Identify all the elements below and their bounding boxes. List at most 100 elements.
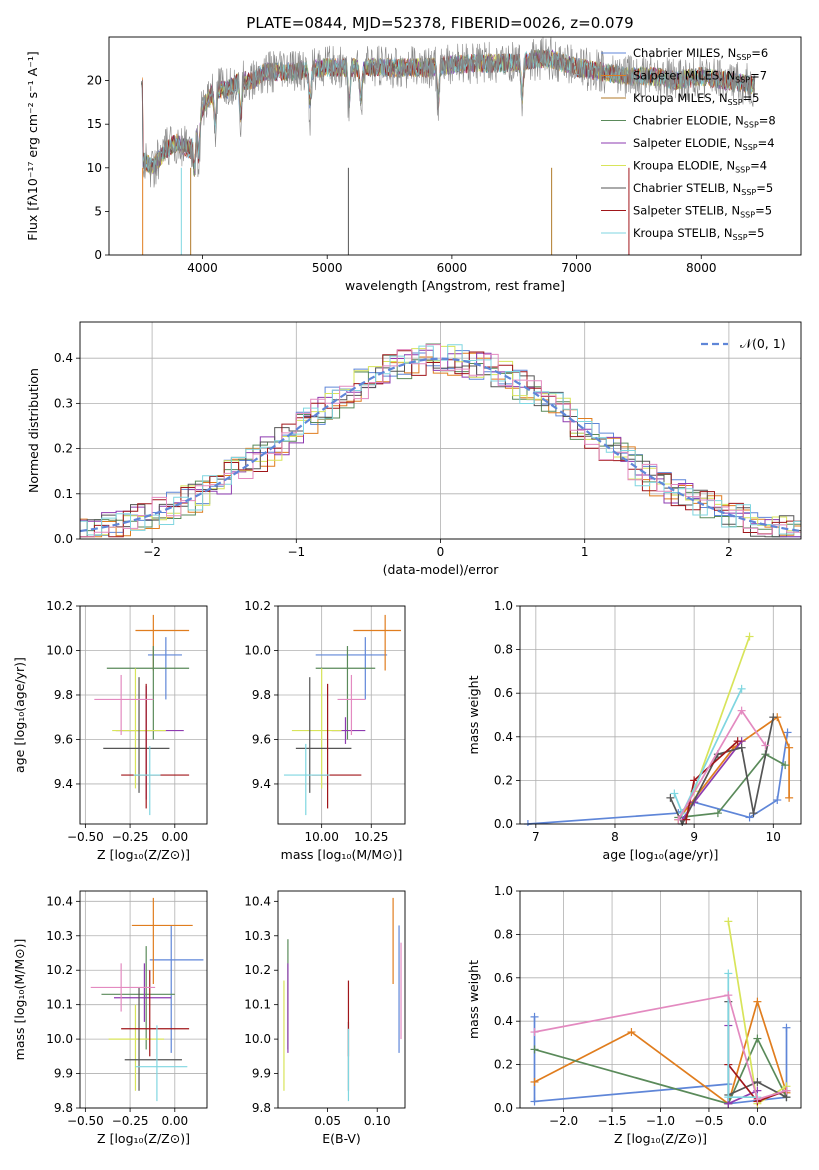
y-tick-label: 9.8 [252,1101,271,1115]
y-tick-label: 10.4 [46,894,73,908]
y-tick-label: 9.9 [252,1067,271,1081]
x-tick-label: 6000 [437,261,468,275]
y-tick-label: 9.8 [252,688,271,702]
axes-mass_vs_EBV: 0.05 0.10 9.8 9.9 10.0 10.1 10.2 10.3 10.4 E(B-V) [244,890,406,1146]
y-tick-label: 9.8 [54,1101,73,1115]
x-tick-label: −0.50 [67,1114,104,1128]
axes-residuals: −2 −1 0 1 2 0.0 0.1 0.2 0.3 0.4 (data-model)/error… [26,321,802,577]
x-tick-label: 0.00 [161,1114,188,1128]
normal-curve [80,357,801,533]
weight-line [678,753,786,819]
x-tick-label: 0 [437,545,445,559]
y-tick-label: 1.0 [494,884,513,898]
y-tick-label: 10 [87,161,102,175]
y-tick-label: 0.0 [54,532,73,546]
y-tick-label: 9.8 [54,688,73,702]
weight-lines [523,632,794,826]
y-tick-label: 0.0 [494,1101,513,1115]
y-tick-label: 10.1 [46,998,73,1012]
y-axis-label: Flux [fλ10⁻¹⁷ erg cm⁻² s⁻¹ A⁻¹] [25,51,40,240]
x-tick-label: 2 [725,545,733,559]
weight-line [534,1036,788,1105]
y-tick-label: 10.2 [46,963,73,977]
legend-entry: Salpeter STELIB, NSSP=5 [633,204,772,220]
x-tick-label: 1 [581,545,589,559]
y-tick-label: 10.0 [244,1032,271,1046]
y-tick-label: 0.8 [494,927,513,941]
y-tick-label: 10.0 [46,643,73,657]
x-tick-label: 10.25 [354,830,388,844]
legend-entry: Salpeter ELODIE, NSSP=4 [633,136,775,152]
legend-entry: Salpeter MILES, NSSP=7 [633,69,767,85]
spectrum-legend: Chabrier MILES, NSSP=6 Salpeter MILES, NS… [601,46,776,242]
y-axis-label: Normed distribution [26,368,41,493]
y-tick-label: 10.3 [46,929,73,943]
weight-line [527,732,789,825]
axes-frame [277,890,406,1109]
axes-spectrum: 4000 5000 6000 7000 8000 0 5 10 15 20 wavelength [… [25,36,802,293]
y-tick-label: 0.3 [54,396,73,410]
x-tick-label: −1.0 [646,1114,675,1128]
axes-frame [519,605,802,825]
x-axis-label: age [log₁₀(age/yr)] [603,847,719,862]
y-tick-label: 0.6 [494,971,513,985]
legend-entry: 𝒩(0, 1) [740,336,786,351]
x-tick-label: −0.25 [112,1114,149,1128]
y-axis-label: age [log₁₀(age/yr)] [12,657,27,773]
x-tick-label: 5000 [312,261,343,275]
x-tick-label: −1 [287,545,305,559]
axes-massweight_vs_Z: −2.0 −1.5 −1.0 −0.5 0.0 0.0 0.2 0.4 0.6 0.8 1.0 Z [… [466,884,802,1146]
axes-frame [277,605,406,825]
axes-frame [79,321,802,540]
y-tick-label: 9.4 [252,777,271,791]
y-tick-label: 0.8 [494,643,513,657]
x-tick-label: 8000 [686,261,717,275]
x-tick-label: −2 [143,545,161,559]
y-axis-label: mass weight [466,675,481,754]
y-tick-label: 0.1 [54,487,73,501]
x-axis-label: E(B-V) [322,1131,361,1146]
y-tick-label: 10.0 [46,1032,73,1046]
x-axis-label: Z [log₁₀(Z/Z⊙)] [97,847,190,862]
y-tick-label: 0.4 [494,730,513,744]
y-tick-label: 0.4 [494,1014,513,1028]
y-tick-label: 20 [87,74,102,88]
legend-entry: Chabrier STELIB, NSSP=5 [633,181,773,197]
x-tick-label: −2.0 [549,1114,578,1128]
weight-lines [530,917,791,1108]
y-tick-label: 0.2 [494,1058,513,1072]
errorbars [94,614,190,816]
y-tick-label: 10.1 [244,998,271,1012]
y-tick-label: 5 [94,204,102,218]
y-tick-label: 10.3 [244,929,271,943]
y-tick-label: 10.0 [244,643,271,657]
y-tick-label: 0.6 [494,686,513,700]
y-axis-label: mass weight [466,960,481,1039]
axes-age_vs_mass: 10.00 10.25 9.4 9.6 9.8 10.0 10.2 mass [log₁₀(M… [244,599,406,862]
errorbars [90,897,204,1102]
y-axis-label: mass [log₁₀(M/M⊙)] [12,939,27,1061]
x-tick-label: 7 [532,830,540,844]
y-tick-label: 15 [87,117,102,131]
axes-frame [79,605,208,825]
x-tick-label: 0.0 [748,1114,767,1128]
y-tick-label: 9.6 [54,732,73,746]
legend-entry: Kroupa STELIB, NSSP=5 [633,226,764,242]
weight-line [677,715,790,821]
x-tick-label: 10.00 [304,830,338,844]
y-tick-label: 9.9 [54,1067,73,1081]
errorbars [283,897,402,1102]
y-tick-label: 0.2 [494,773,513,787]
axes-mass_vs_Z: −0.50 −0.25 0.00 9.8 9.9 10.0 10.1 10.2 10.3 10.4… [12,890,208,1146]
x-tick-label: 9 [690,830,698,844]
legend-entry: Chabrier ELODIE, NSSP=8 [633,114,776,130]
axes-age_vs_Z: −0.50 −0.25 0.00 9.4 9.6 9.8 10.0 10.2 Z [log₁₀(… [12,599,208,862]
x-tick-label: 10 [766,830,781,844]
y-tick-label: 10.2 [46,599,73,613]
x-tick-label: −0.50 [67,830,104,844]
legend-entry: Chabrier MILES, NSSP=6 [633,46,768,62]
y-tick-label: 9.4 [54,777,73,791]
y-tick-label: 1.0 [494,599,513,613]
x-axis-label: (data-model)/error [383,562,500,577]
